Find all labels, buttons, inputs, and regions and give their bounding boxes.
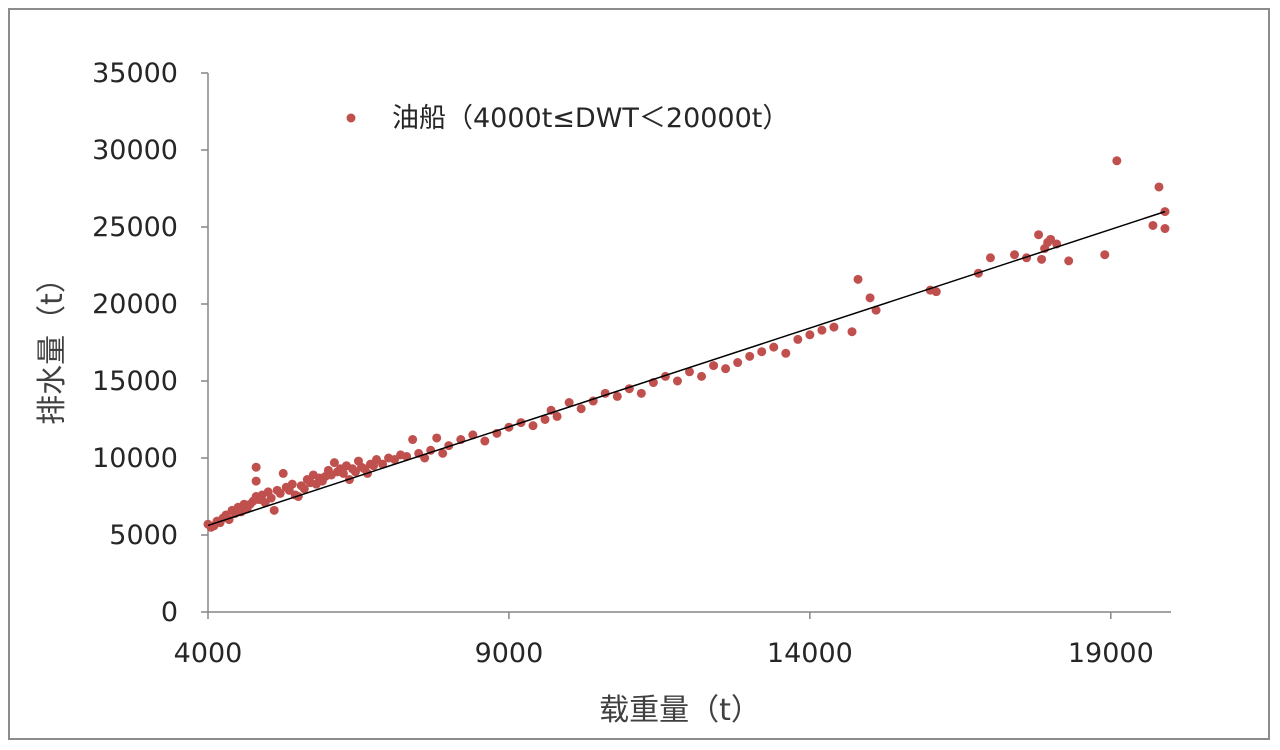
x-axis-title: 载重量（t）	[599, 693, 761, 728]
data-point	[745, 351, 755, 361]
data-point	[1037, 254, 1047, 264]
y-tick-label: 15000	[92, 366, 178, 397]
data-point	[552, 411, 562, 421]
data-point	[1064, 256, 1074, 266]
data-point	[781, 348, 791, 358]
data-point	[709, 361, 719, 371]
y-tick-label: 35000	[92, 58, 178, 89]
data-point	[540, 415, 550, 424]
data-point	[378, 459, 388, 469]
data-point	[1100, 250, 1110, 260]
y-tick-label: 20000	[92, 289, 178, 320]
data-point	[805, 330, 815, 340]
data-point	[757, 347, 767, 357]
data-point	[672, 376, 682, 386]
data-point	[817, 325, 827, 335]
y-axis-title: 排水量（t）	[35, 263, 70, 425]
data-point	[853, 274, 863, 284]
trendline	[207, 210, 1166, 527]
x-axis-ticks: 4000 9000 14000 19000	[174, 612, 1154, 669]
y-tick-label: 30000	[92, 135, 178, 166]
data-point	[299, 484, 309, 494]
x-tick-label: 4000	[174, 638, 243, 669]
data-point	[528, 421, 538, 431]
data-point	[251, 462, 261, 472]
data-point	[931, 287, 941, 297]
y-axis-ticks: 0 5000 10000 15000 20000 25000 30000 35000	[92, 58, 208, 628]
data-point	[338, 468, 348, 478]
data-point	[1034, 230, 1044, 240]
data-point	[408, 435, 418, 445]
legend-label: 油船（4000t≤DWT＜20000t）	[392, 103, 789, 134]
data-point	[697, 371, 707, 381]
chart-frame	[8, 8, 1270, 740]
data-point	[1160, 224, 1170, 234]
data-point	[985, 253, 995, 263]
data-point	[402, 451, 412, 461]
data-point	[251, 476, 261, 486]
data-point	[1112, 156, 1122, 166]
x-tick-label: 14000	[767, 638, 853, 669]
x-tick-label: 19000	[1068, 638, 1154, 669]
data-point	[329, 458, 339, 468]
data-point	[266, 493, 276, 503]
data-point	[721, 364, 731, 374]
data-point	[1148, 220, 1158, 230]
data-point	[269, 505, 279, 515]
data-point	[612, 391, 622, 401]
data-point	[847, 327, 857, 337]
data-point	[865, 293, 875, 303]
y-tick-label: 10000	[92, 443, 178, 474]
y-tick-label: 5000	[109, 520, 178, 551]
data-point	[432, 433, 442, 443]
data-point	[564, 398, 574, 408]
data-point	[636, 388, 646, 398]
y-tick-label: 25000	[92, 212, 178, 243]
legend-marker	[346, 113, 356, 123]
data-point	[793, 334, 803, 344]
data-point	[1010, 250, 1020, 260]
data-point	[278, 468, 288, 478]
data-point	[287, 479, 297, 489]
legend: 油船（4000t≤DWT＜20000t）	[346, 103, 789, 134]
x-tick-label: 9000	[475, 638, 544, 669]
data-point	[769, 342, 779, 352]
data-point	[480, 436, 490, 446]
data-point	[829, 322, 839, 332]
data-points	[203, 156, 1170, 532]
data-point	[576, 404, 586, 414]
data-point	[871, 305, 881, 315]
data-point	[275, 488, 285, 498]
data-point	[438, 448, 448, 458]
data-point	[685, 367, 694, 377]
data-point	[733, 358, 743, 368]
data-point	[1154, 182, 1164, 192]
y-tick-label: 0	[161, 597, 178, 628]
